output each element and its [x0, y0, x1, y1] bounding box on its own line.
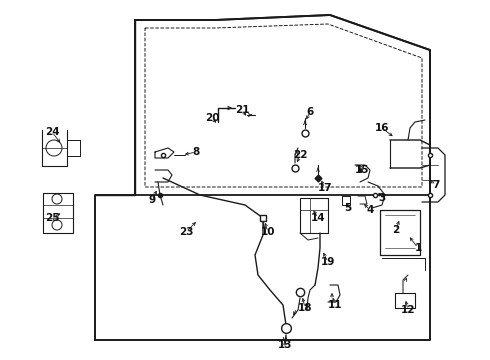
- Text: 11: 11: [328, 300, 342, 310]
- Text: 18: 18: [298, 303, 312, 313]
- Text: 8: 8: [193, 147, 199, 157]
- Text: 21: 21: [235, 105, 249, 115]
- Text: 10: 10: [261, 227, 275, 237]
- Text: 20: 20: [205, 113, 219, 123]
- Text: 3: 3: [378, 193, 386, 203]
- Text: 1: 1: [415, 243, 421, 253]
- Text: 17: 17: [318, 183, 332, 193]
- Text: 24: 24: [45, 127, 59, 137]
- Text: 15: 15: [355, 165, 369, 175]
- Text: 13: 13: [278, 340, 292, 350]
- Bar: [300, 198, 328, 233]
- Text: 25: 25: [45, 213, 59, 223]
- Text: 2: 2: [392, 225, 400, 235]
- Text: 12: 12: [401, 305, 415, 315]
- Text: 23: 23: [179, 227, 193, 237]
- Text: 6: 6: [306, 107, 314, 117]
- Text: 9: 9: [148, 195, 155, 205]
- Text: 14: 14: [311, 213, 325, 223]
- Text: 19: 19: [321, 257, 335, 267]
- Text: 4: 4: [367, 205, 374, 215]
- Text: 5: 5: [344, 203, 352, 213]
- Text: 16: 16: [375, 123, 389, 133]
- Text: 7: 7: [432, 180, 440, 190]
- Text: 22: 22: [293, 150, 307, 160]
